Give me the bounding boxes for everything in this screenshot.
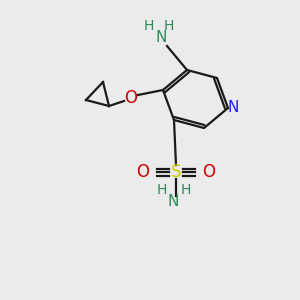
Text: H: H	[144, 19, 154, 33]
Text: H: H	[181, 183, 191, 197]
Text: N: N	[155, 31, 167, 46]
Text: S: S	[171, 163, 181, 181]
Text: O: O	[136, 163, 149, 181]
Text: N: N	[227, 100, 239, 116]
Text: H: H	[164, 19, 174, 33]
Text: O: O	[202, 163, 215, 181]
Text: H: H	[157, 183, 167, 197]
Text: N: N	[167, 194, 179, 209]
Text: O: O	[124, 89, 137, 107]
